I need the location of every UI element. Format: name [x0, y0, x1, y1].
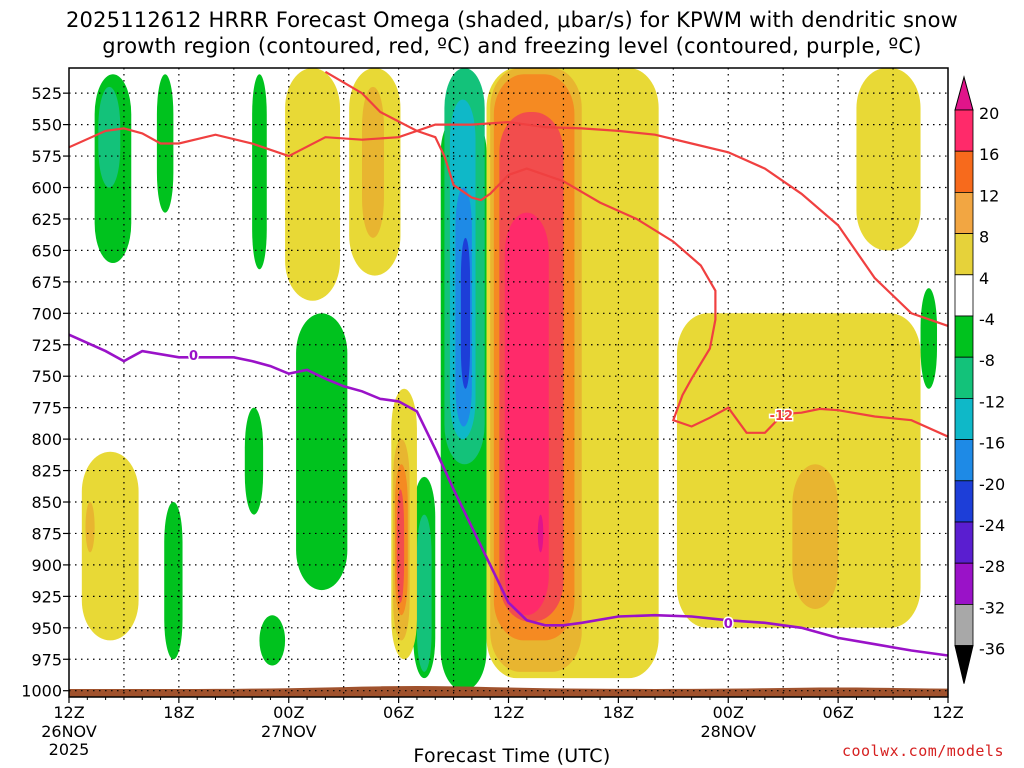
y-tick-label: 700	[31, 304, 62, 323]
x-axis-label: Forecast Time (UTC)	[413, 745, 611, 767]
x-tick-label: 12Z	[932, 703, 963, 722]
colorbar-segment	[954, 274, 974, 317]
colorbar-segment	[954, 233, 974, 276]
dgz-contour-lower	[324, 70, 948, 438]
x-tick-label: 18Z	[603, 703, 634, 722]
x-date-label: 28NOV	[700, 722, 756, 741]
y-tick-label: 950	[31, 619, 62, 638]
colorbar-label: 16	[979, 145, 999, 164]
colorbar-label: 12	[979, 186, 999, 205]
omega-shade-neg8	[244, 407, 264, 515]
x-tick-label: 06Z	[383, 703, 414, 722]
y-tick-label: 1000	[21, 682, 62, 701]
dgz-contour-label: -12	[770, 409, 794, 424]
colorbar-segment	[954, 356, 974, 399]
y-tick-label: 575	[31, 147, 62, 166]
colorbar-top-arrow	[954, 75, 974, 111]
colorbar-label: 20	[979, 104, 999, 123]
colorbar-label: -8	[979, 351, 995, 370]
site-credit: coolwx.com/models	[841, 742, 1004, 760]
y-tick-label: 625	[31, 210, 62, 229]
colorbar-label: 4	[979, 269, 989, 288]
dgz-contour-upper	[69, 120, 948, 327]
omega-shade-neg8	[164, 502, 183, 660]
freezing-level-contour	[69, 333, 948, 657]
y-tick-label: 875	[31, 524, 62, 543]
omega-shade-neg8	[296, 313, 348, 591]
x-tick-label: 12Z	[53, 703, 84, 722]
colorbar-label: -16	[979, 434, 1005, 453]
colorbar-label: -36	[979, 640, 1005, 659]
chart-title-line-1: 2025112612 HRRR Forecast Omega (shaded, …	[65, 8, 959, 32]
omega-shade-neg12	[98, 86, 121, 188]
y-tick-label: 850	[31, 493, 62, 512]
colorbar-label: -20	[979, 475, 1005, 494]
colorbar-bottom-arrow	[954, 645, 974, 684]
omega-shade-pos8	[792, 464, 839, 609]
y-tick-label: 650	[31, 241, 62, 260]
colorbar-label: -24	[979, 516, 1005, 535]
colorbar-segment	[954, 109, 974, 152]
y-tick-label: 550	[31, 116, 62, 135]
y-tick-label: 600	[31, 179, 62, 198]
omega-shade-neg8	[920, 288, 938, 389]
freezing-level-label-2: 0	[724, 617, 733, 632]
colorbar-segment	[954, 562, 974, 605]
colorbar-label: -32	[979, 598, 1005, 617]
colorbar-segment	[954, 397, 974, 440]
y-tick-label: 775	[31, 399, 62, 418]
colorbar-segment	[954, 604, 974, 647]
y-tick-label: 900	[31, 556, 62, 575]
omega-shade-pos20	[504, 212, 549, 616]
y-tick-label: 675	[31, 273, 62, 292]
omega-shade-neg12	[416, 514, 432, 672]
colorbar-segment	[954, 521, 974, 564]
colorbar-label: 8	[979, 228, 989, 247]
y-tick-label: 750	[31, 367, 62, 386]
omega-shade-pos4	[285, 68, 341, 301]
omega-shade-pos24	[537, 514, 544, 553]
ground-terrain	[69, 686, 948, 697]
colorbar-segment	[954, 191, 974, 234]
y-tick-label: 825	[31, 462, 62, 481]
chart-title-line-2: growth region (contoured, red, ºC) and f…	[102, 34, 922, 58]
x-year-label: 2025	[49, 740, 90, 759]
y-tick-label: 800	[31, 430, 62, 449]
colorbar-segment	[954, 439, 974, 482]
colorbar-segment	[954, 315, 974, 358]
omega-shade-pos8	[362, 86, 384, 238]
x-tick-label: 00Z	[713, 703, 744, 722]
y-tick-label: 725	[31, 336, 62, 355]
x-tick-label: 06Z	[822, 703, 853, 722]
y-tick-label: 525	[31, 84, 62, 103]
omega-shade-pos4	[856, 68, 921, 251]
x-tick-label: 00Z	[273, 703, 304, 722]
colorbar-label: -28	[979, 557, 1005, 576]
colorbar-segment	[954, 480, 974, 523]
omega-shade-pos16	[396, 489, 405, 603]
y-tick-label: 925	[31, 587, 62, 606]
omega-shade-pos4	[81, 451, 139, 641]
omega-shade-neg8	[259, 615, 286, 666]
omega-shade-pos8	[85, 502, 95, 553]
freezing-level-label-1: 0	[189, 349, 198, 364]
x-date-label: 27NOV	[261, 722, 317, 741]
omega-shade-pos4	[676, 313, 921, 628]
colorbar-segment	[954, 150, 974, 193]
y-tick-label: 975	[31, 650, 62, 669]
omega-shade-neg8	[252, 74, 267, 270]
x-tick-label: 18Z	[163, 703, 194, 722]
colorbar-label: -12	[979, 392, 1005, 411]
x-date-label: 26NOV	[41, 722, 97, 741]
colorbar-label: -4	[979, 310, 995, 329]
x-tick-label: 12Z	[493, 703, 524, 722]
